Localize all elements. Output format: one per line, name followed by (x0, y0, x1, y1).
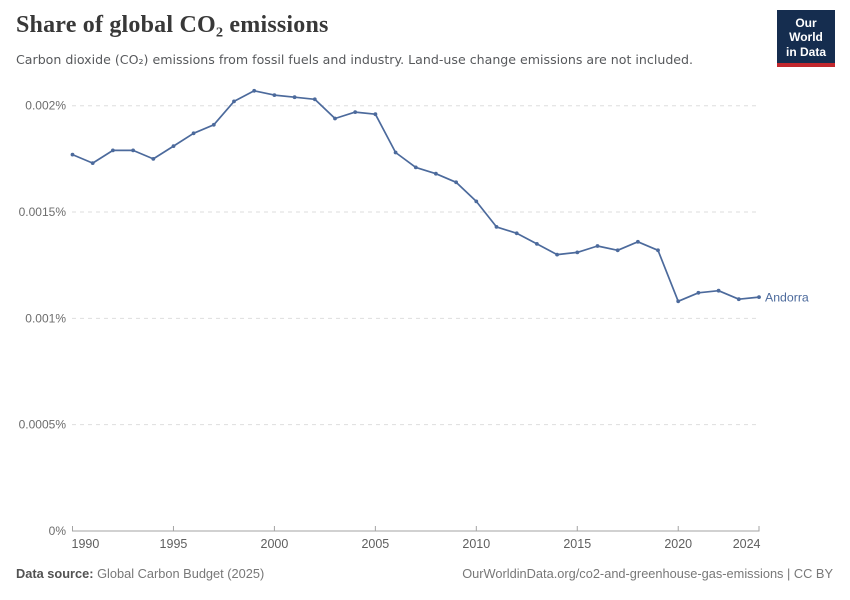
owid-logo[interactable]: Our World in Data (777, 10, 835, 68)
data-point[interactable] (595, 244, 600, 248)
chart-footer: Data source: Global Carbon Budget (2025)… (16, 566, 833, 581)
data-point[interactable] (434, 171, 438, 176)
data-point[interactable] (676, 299, 681, 304)
data-point[interactable] (151, 157, 156, 161)
license-link[interactable]: OurWorldinData.org/co2-and-greenhouse-ga… (462, 566, 833, 581)
data-point[interactable] (252, 88, 257, 93)
y-tick-label: 0.001% (25, 311, 66, 325)
data-point[interactable] (474, 199, 479, 204)
data-point[interactable] (615, 248, 620, 253)
data-point[interactable] (555, 252, 559, 257)
data-source-value: Global Carbon Budget (2025) (97, 566, 265, 581)
data-source-label: Data source: (16, 566, 94, 581)
data-point[interactable] (353, 110, 358, 114)
data-point[interactable] (211, 122, 216, 127)
data-point[interactable] (514, 231, 519, 236)
data-point[interactable] (494, 225, 499, 229)
series-label[interactable]: Andorra (765, 291, 809, 305)
data-point[interactable] (413, 165, 418, 170)
data-point[interactable] (393, 150, 398, 155)
owid-logo-line2: in Data (785, 44, 826, 59)
data-point[interactable] (535, 242, 539, 246)
data-point[interactable] (757, 295, 761, 299)
y-tick-label: 0.0005% (19, 418, 67, 432)
line-chart[interactable]: 0% 0.0005% 0.001% 0.0015% 0.002% 1990 1995 2000… (0, 80, 850, 565)
y-tick-label: 0.0015% (19, 205, 67, 219)
x-tick-label: 1990 (72, 537, 100, 551)
data-point[interactable] (292, 95, 297, 100)
x-tick-label: 2020 (664, 537, 692, 551)
data-point[interactable] (70, 152, 75, 157)
data-point[interactable] (312, 97, 317, 102)
y-tick-label: 0.002% (25, 99, 66, 113)
owid-logo-line1: Our World (789, 16, 823, 45)
x-tick-label: 2024 (733, 537, 761, 551)
data-point[interactable] (131, 148, 136, 153)
data-point[interactable] (90, 161, 95, 165)
data-point[interactable] (232, 99, 236, 104)
data-point[interactable] (191, 131, 196, 136)
x-tick-label: 2005 (361, 537, 389, 551)
data-point[interactable] (272, 93, 277, 97)
data-point[interactable] (656, 248, 660, 253)
data-point[interactable] (171, 144, 176, 148)
x-tick-label: 2000 (261, 537, 289, 551)
data-point[interactable] (575, 250, 580, 255)
data-point[interactable] (636, 239, 640, 244)
data-point[interactable] (111, 148, 115, 153)
data-point[interactable] (736, 297, 741, 302)
y-tick-label: 0% (49, 524, 67, 538)
x-tick-label: 1995 (160, 537, 188, 551)
data-point[interactable] (333, 116, 337, 121)
data-source: Data source: Global Carbon Budget (2025) (16, 566, 264, 581)
x-tick-label: 2010 (462, 537, 490, 551)
data-point[interactable] (716, 288, 721, 293)
series-line[interactable] (71, 89, 760, 303)
data-point[interactable] (454, 180, 458, 185)
page-title: Share of global CO₂ emissions (16, 12, 329, 38)
chart-subtitle: Carbon dioxide (CO₂) emissions from foss… (16, 52, 694, 67)
x-tick-label: 2015 (563, 537, 591, 551)
data-point[interactable] (696, 290, 701, 295)
data-point[interactable] (373, 112, 378, 117)
plot-area[interactable]: 0% 0.0005% 0.001% 0.0015% 0.002% 1990 1995 2000… (0, 80, 850, 565)
